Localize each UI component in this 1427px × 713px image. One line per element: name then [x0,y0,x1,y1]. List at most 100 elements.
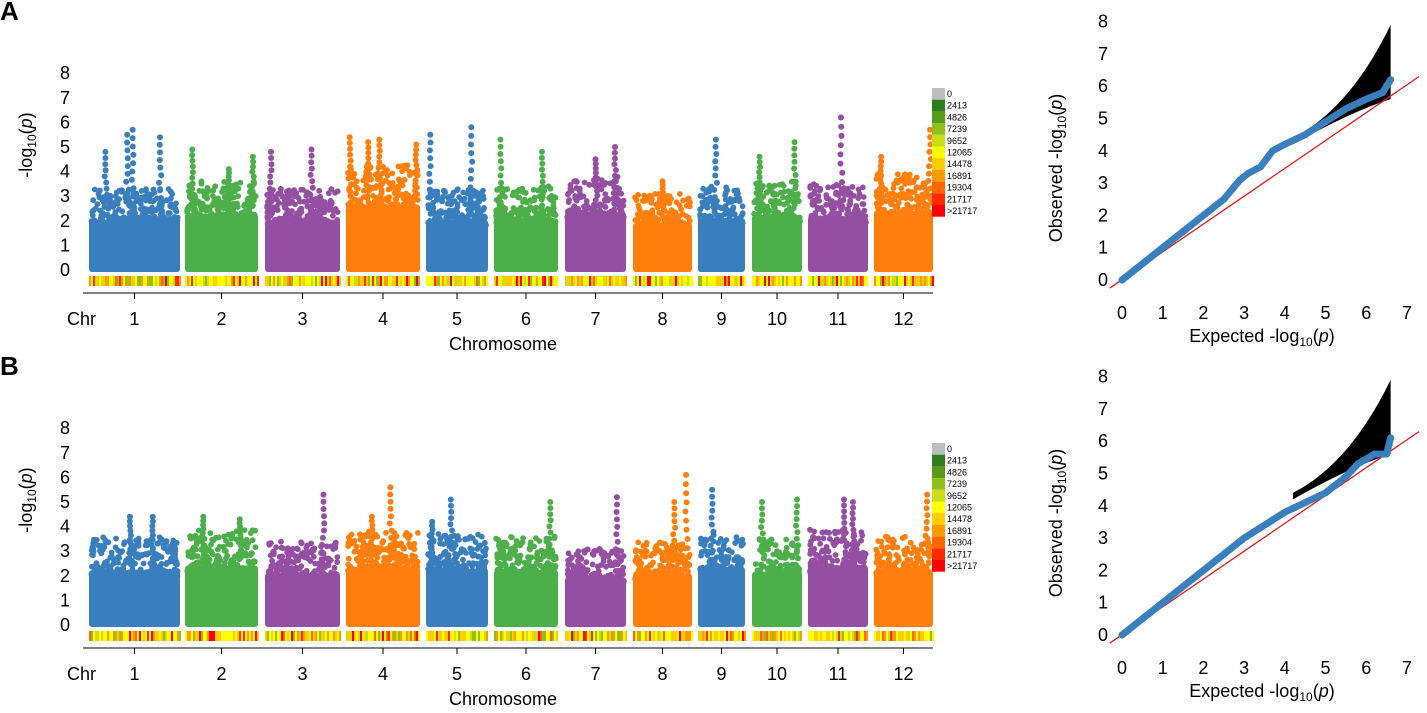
density-cell [552,276,554,286]
snp-point [223,215,230,222]
peak-point [547,511,554,518]
snp-point [572,193,579,199]
snp-point [480,187,486,194]
peak-point [346,134,353,141]
density-cell [649,276,651,286]
snp-point [140,560,147,567]
snp-point [138,194,145,201]
peak-point [468,150,475,157]
density-cell [844,276,846,286]
density-cell [615,276,617,286]
snp-point [398,163,405,170]
snp-point [93,561,99,568]
density-cell [772,276,774,286]
density-cell [462,276,464,286]
snp-point [313,208,320,215]
density-cell [496,276,498,286]
chr-2-points [184,513,259,627]
snp-point [334,188,341,195]
density-cell [319,276,321,286]
peak-point [411,193,418,199]
peak-point [447,496,454,503]
manhattan-points [88,114,936,272]
density-cell [510,276,512,286]
snp-point [207,530,214,536]
legend-label: 14478 [947,159,972,169]
snp-point [441,188,448,195]
peak-point [267,173,274,180]
snp-point [452,559,459,566]
density-cell [438,276,440,286]
chr-prefix-label: Chr [67,309,96,329]
peak-point [497,186,504,193]
density-cell [530,276,532,286]
snp-point [823,192,830,199]
density-cell [506,276,508,286]
snp-point [639,213,646,220]
chr-base-block [426,219,488,272]
peak-point [102,197,109,204]
snp-point [462,222,469,229]
density-cell [161,276,163,286]
snp-point [206,207,213,214]
snp-point [244,207,251,214]
snp-point [409,557,415,564]
legend-swatch [932,181,945,194]
snp-point [383,195,390,202]
snp-point [509,545,516,552]
snp-point [334,559,341,565]
snp-point [210,563,217,569]
snp-point [348,531,355,538]
y-tick-label: 7 [60,88,70,108]
snp-point [357,206,364,213]
peak-point [124,163,131,170]
peak-point [128,176,135,183]
density-cell [840,276,842,286]
peak-point [756,179,763,186]
legend-label: 21717 [947,194,972,204]
density-cell [866,276,868,286]
snp-point [440,222,447,229]
peak-point [612,178,619,185]
chromosome-tick-label: 9 [716,309,726,329]
snp-point [220,199,227,206]
density-cell [147,276,149,286]
snp-point [905,188,912,195]
snp-point [234,200,240,207]
legend-swatch [932,111,945,124]
density-cell [597,276,599,286]
peak-point [365,155,372,162]
density-cell [824,276,826,286]
peak-point [268,191,275,198]
legend-swatch [932,158,945,170]
density-cell [117,276,119,286]
snp-point [247,530,254,536]
snp-point [457,570,464,576]
peak-point [412,182,419,189]
density-cell [846,276,848,286]
density-cell [589,276,591,286]
density-cell [376,276,378,286]
peak-point [612,201,619,208]
snp-point [294,545,300,552]
snp-point [900,174,907,181]
density-cell [454,276,456,286]
peak-point [308,165,315,172]
snp-point [400,177,407,184]
density-cell [299,276,301,286]
snp-point [316,216,323,223]
peak-point [498,201,504,208]
y-tick-label: 2 [60,566,70,586]
snp-point [164,559,171,566]
density-cell [151,276,153,286]
density-cell [446,276,448,286]
density-cell [177,276,179,286]
snp-point [137,566,144,573]
density-cell [890,276,892,286]
snp-point [378,546,385,553]
snp-point [97,187,103,194]
qq-x-tick-label: 6 [1361,303,1371,323]
density-cell [730,276,732,286]
density-cell [621,276,623,286]
y-tick-label: 4 [60,162,70,182]
